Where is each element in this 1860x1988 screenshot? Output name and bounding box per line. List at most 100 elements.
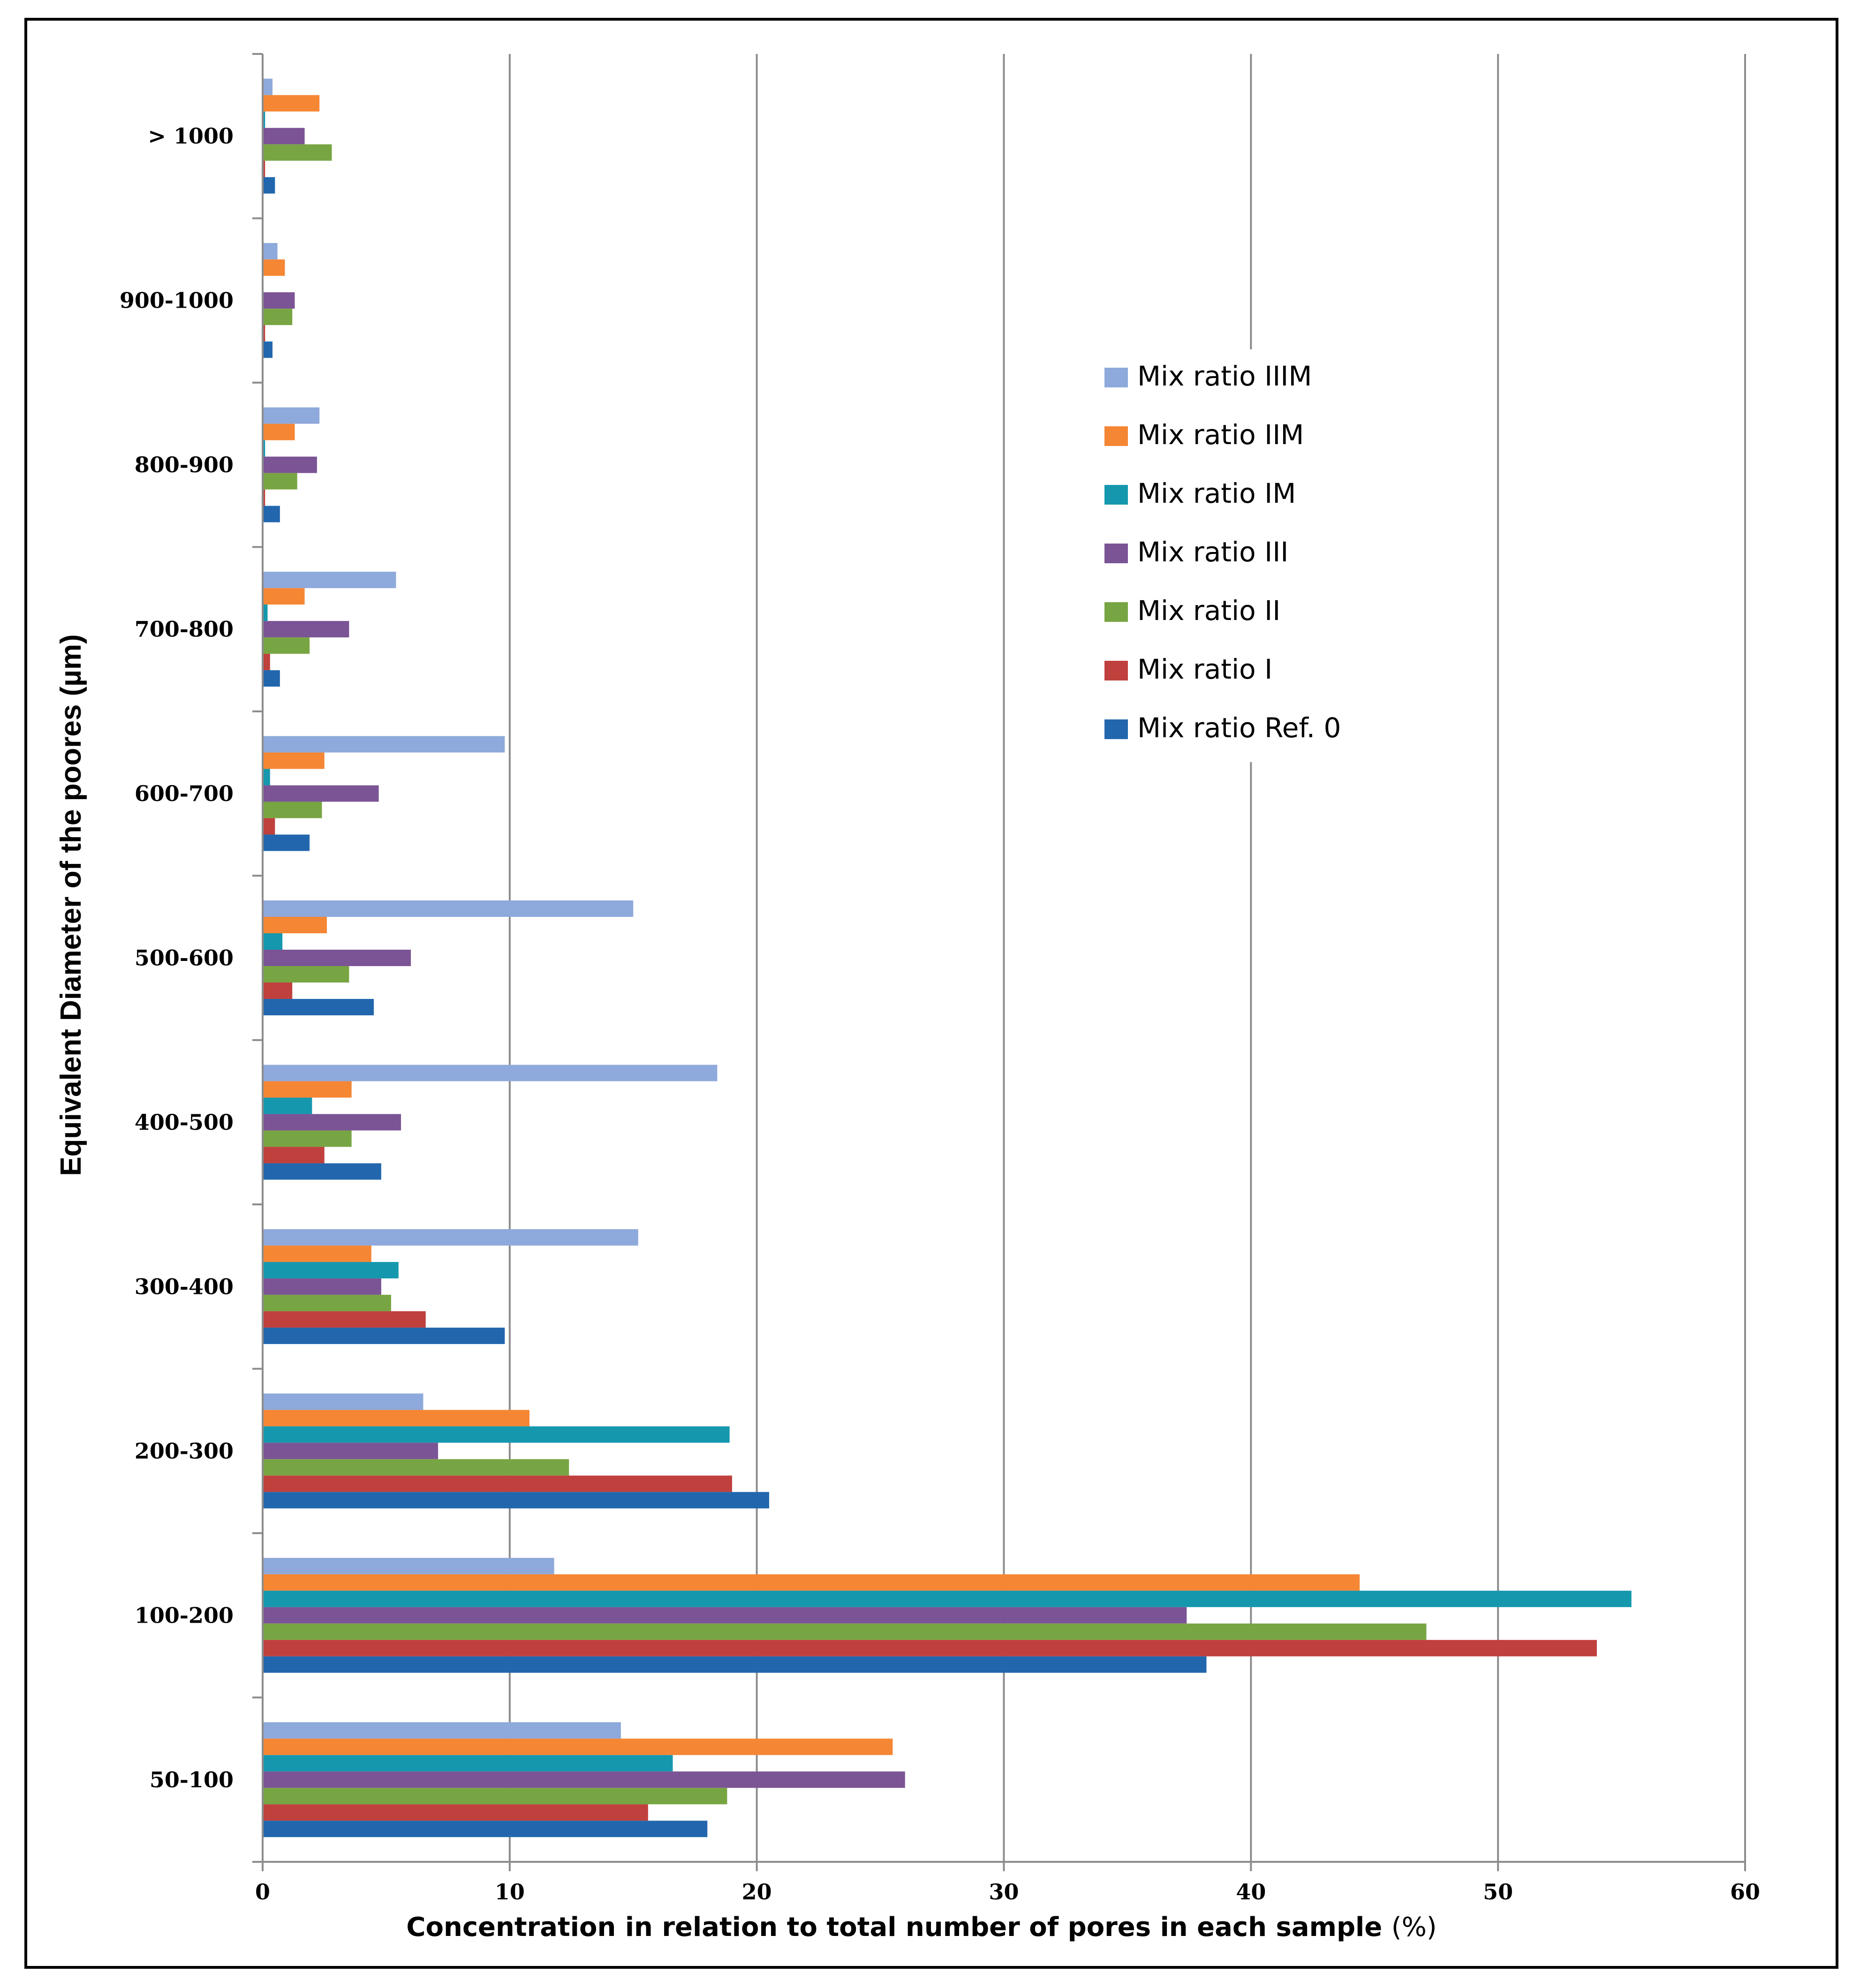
- bar-mix-ratio-i-600-700: [263, 818, 275, 835]
- bar-mix-ratio-ii-50-100: [263, 1788, 727, 1805]
- legend-swatch: [1104, 719, 1128, 739]
- axes: [252, 53, 1746, 1871]
- legend-label: Mix ratio IM: [1137, 477, 1296, 509]
- bar-mix-ratio-i--1000: [263, 160, 265, 177]
- bar-mix-ratio-ii-300-400: [263, 1294, 391, 1311]
- legend-label: Mix ratio Ref. 0: [1137, 712, 1341, 744]
- bar-mix-ratio-im-400-500: [263, 1097, 312, 1114]
- bar-mix-ratio-ref-0-600-700: [263, 834, 310, 851]
- bar-mix-ratio-ii--1000: [263, 144, 332, 161]
- legend-swatch: [1104, 426, 1128, 446]
- legend-swatch: [1104, 602, 1128, 622]
- bar-mix-ratio-iii--1000: [263, 128, 305, 144]
- bar-mix-ratio-im-500-600: [263, 933, 283, 950]
- bar-mix-ratio-ii-600-700: [263, 801, 322, 818]
- bar-mix-ratio-iiim--1000: [263, 78, 273, 95]
- x-tick-label: 40: [1236, 1879, 1266, 1905]
- legend-swatch: [1104, 485, 1128, 505]
- bar-mix-ratio-iim-500-600: [263, 917, 327, 933]
- category-label: 50-100: [150, 1767, 234, 1792]
- category-label: 100-200: [135, 1602, 234, 1628]
- bar-mix-ratio-iii-900-1000: [263, 292, 295, 309]
- x-tick-label: 30: [989, 1879, 1019, 1905]
- bar-mix-ratio-iim-900-1000: [263, 259, 285, 276]
- legend-label: Mix ratio IIIM: [1137, 360, 1312, 392]
- x-tick-labels: 0 10 20 30 40 50 60: [255, 1879, 1760, 1905]
- x-tick-label: 10: [495, 1879, 525, 1905]
- x-axis-title: Concentration in relation to total numbe…: [406, 1912, 1437, 1943]
- bar-mix-ratio-iii-500-600: [263, 950, 411, 966]
- bar-mix-ratio-im-800-900: [263, 440, 265, 457]
- bar-mix-ratio-iii-600-700: [263, 785, 379, 802]
- bar-mix-ratio-ref-0-400-500: [263, 1163, 381, 1180]
- bar-mix-ratio-ii-500-600: [263, 966, 349, 983]
- legend-label: Mix ratio II: [1137, 595, 1280, 627]
- bar-mix-ratio-iim--1000: [263, 95, 320, 112]
- bar-mix-ratio-iim-50-100: [263, 1739, 893, 1755]
- bar-mix-ratio-ref-0-100-200: [263, 1656, 1207, 1673]
- legend-swatch: [1104, 368, 1128, 387]
- x-tick-label: 0: [255, 1879, 270, 1905]
- bar-mix-ratio-ii-100-200: [263, 1623, 1427, 1640]
- bar-mix-ratio-i-500-600: [263, 983, 293, 999]
- legend-label: Mix ratio I: [1137, 653, 1272, 685]
- bar-mix-ratio-im-300-400: [263, 1262, 399, 1278]
- x-axis-title-unit: (%): [1391, 1912, 1437, 1943]
- category-label: 900-1000: [120, 288, 234, 313]
- bar-mix-ratio-iim-700-800: [263, 588, 305, 605]
- bar-mix-ratio-i-300-400: [263, 1311, 426, 1328]
- bar-mix-ratio-iii-400-500: [263, 1114, 401, 1131]
- category-labels: 50-100 100-200 200-300 300-400 400-500 500-60…: [120, 123, 234, 1792]
- category-label: 500-600: [135, 945, 234, 971]
- bar-mix-ratio-im-100-200: [263, 1590, 1632, 1607]
- bar-mix-ratio-iim-600-700: [263, 752, 325, 769]
- bar-mix-ratio-iii-50-100: [263, 1771, 905, 1788]
- bar-mix-ratio-iii-700-800: [263, 621, 349, 638]
- bar-mix-ratio-iii-200-300: [263, 1443, 439, 1459]
- category-label: 600-700: [135, 781, 234, 806]
- bar-mix-ratio-iiim-200-300: [263, 1393, 423, 1410]
- bar-mix-ratio-i-100-200: [263, 1640, 1597, 1656]
- bar-mix-ratio-im-200-300: [263, 1426, 730, 1443]
- category-label: 700-800: [135, 617, 234, 642]
- bar-mix-ratio-iim-200-300: [263, 1410, 529, 1427]
- bar-mix-ratio-ii-800-900: [263, 473, 297, 490]
- legend-label: Mix ratio IIM: [1137, 419, 1304, 451]
- bar-mix-ratio-iiim-900-1000: [263, 243, 278, 260]
- category-label: > 1000: [148, 123, 234, 149]
- bar-mix-ratio-iiim-800-900: [263, 407, 320, 424]
- bar-mix-ratio-iiim-600-700: [263, 736, 505, 753]
- x-axis-title-text: Concentration in relation to total numbe…: [406, 1912, 1382, 1943]
- bar-mix-ratio-i-900-1000: [263, 325, 265, 342]
- bar-mix-ratio-ref-0-500-600: [263, 999, 374, 1015]
- category-label: 400-500: [135, 1110, 234, 1135]
- bar-mix-ratio-ref-0--1000: [263, 177, 275, 194]
- bar-mix-ratio-i-800-900: [263, 489, 265, 506]
- x-tick-label: 20: [742, 1879, 772, 1905]
- bar-mix-ratio-ii-900-1000: [263, 309, 293, 325]
- bar-mix-ratio-iiim-700-800: [263, 572, 396, 589]
- bar-mix-ratio-ref-0-200-300: [263, 1492, 770, 1509]
- bar-mix-ratio-ref-0-700-800: [263, 670, 280, 687]
- bar-mix-ratio-iim-800-900: [263, 423, 295, 440]
- bar-mix-ratio-im--1000: [263, 111, 265, 128]
- bar-mix-ratio-im-700-800: [263, 605, 268, 621]
- bar-mix-ratio-i-400-500: [263, 1147, 325, 1164]
- legend: Mix ratio IIIM Mix ratio IIM Mix ratio IM M…: [1104, 360, 1341, 744]
- bar-mix-ratio-ref-0-50-100: [263, 1821, 708, 1837]
- bar-mix-ratio-im-50-100: [263, 1755, 673, 1772]
- bar-mix-ratio-ref-0-800-900: [263, 506, 280, 522]
- bar-mix-ratio-iim-300-400: [263, 1245, 371, 1262]
- x-tick-label: 60: [1730, 1879, 1760, 1905]
- bars: [263, 78, 1632, 1837]
- bar-mix-ratio-iiim-400-500: [263, 1065, 718, 1081]
- bar-mix-ratio-im-600-700: [263, 769, 270, 786]
- bar-mix-ratio-iii-300-400: [263, 1278, 381, 1295]
- bar-mix-ratio-ref-0-300-400: [263, 1327, 505, 1344]
- bar-mix-ratio-iiim-100-200: [263, 1557, 554, 1574]
- category-label: 800-900: [135, 452, 234, 477]
- bar-mix-ratio-i-200-300: [263, 1475, 732, 1492]
- bar-mix-ratio-iiim-500-600: [263, 900, 634, 917]
- bar-mix-ratio-ii-400-500: [263, 1130, 352, 1147]
